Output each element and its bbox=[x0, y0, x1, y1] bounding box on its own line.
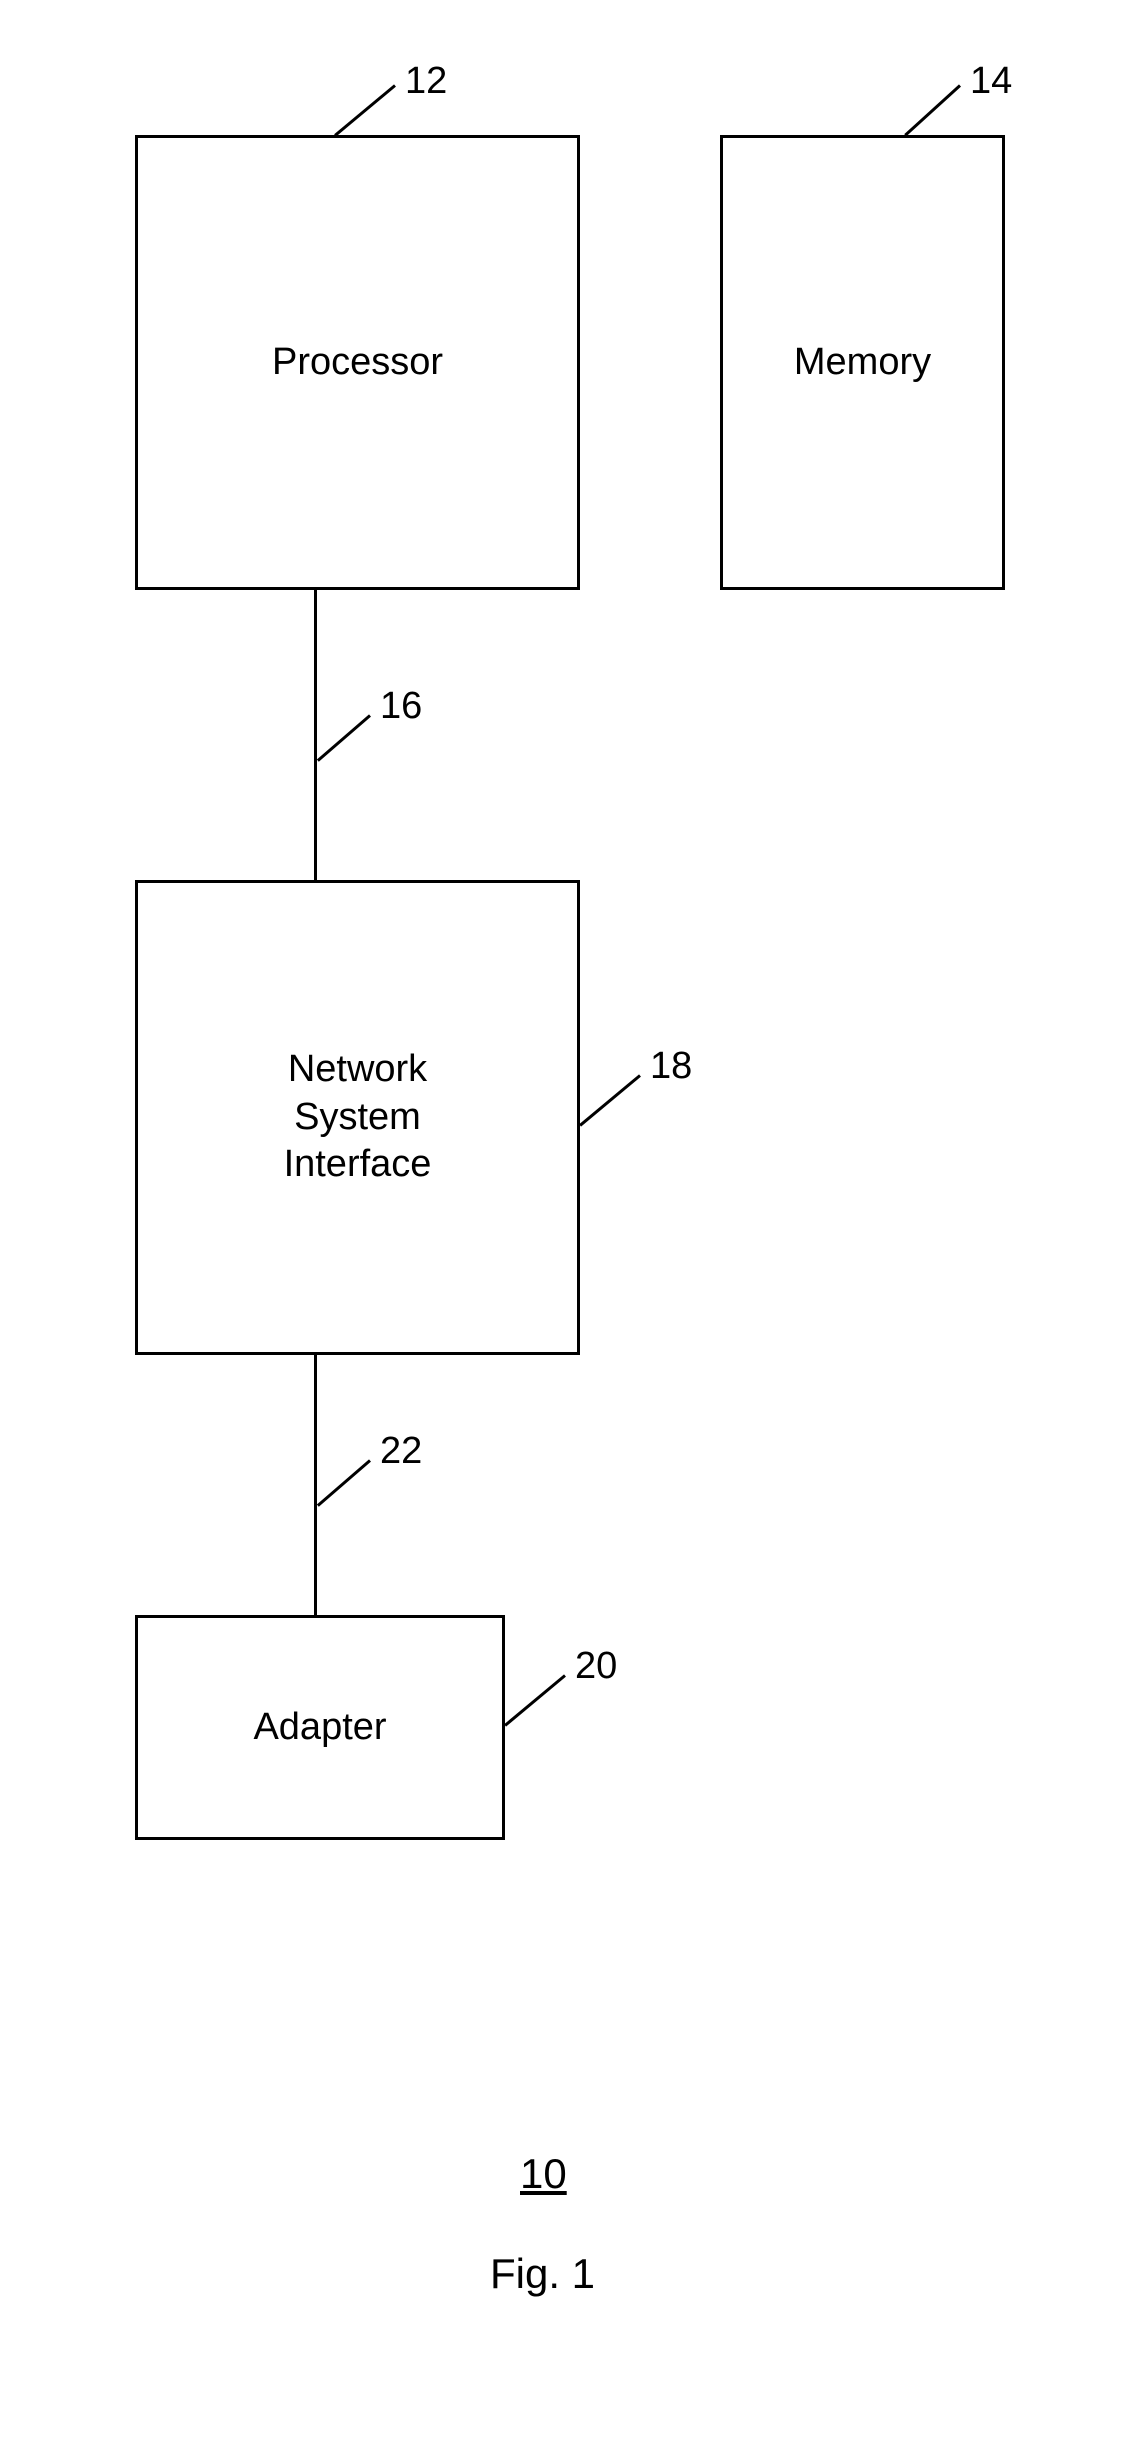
leader-12 bbox=[334, 84, 396, 136]
leader-14 bbox=[904, 84, 961, 136]
ref-16: 16 bbox=[380, 685, 422, 728]
node-memory: Memory bbox=[720, 135, 1005, 590]
ref-20: 20 bbox=[575, 1645, 617, 1688]
edge-nsi-adapter bbox=[314, 1355, 317, 1615]
node-memory-label: Memory bbox=[794, 339, 931, 387]
leader-22 bbox=[317, 1459, 371, 1506]
leader-18 bbox=[579, 1074, 641, 1126]
node-adapter-label: Adapter bbox=[253, 1704, 386, 1752]
node-processor-label: Processor bbox=[272, 339, 443, 387]
leader-20 bbox=[504, 1674, 566, 1726]
leader-16 bbox=[317, 714, 371, 761]
ref-12: 12 bbox=[405, 60, 447, 103]
ref-18: 18 bbox=[650, 1045, 692, 1088]
node-adapter: Adapter bbox=[135, 1615, 505, 1840]
node-processor: Processor bbox=[135, 135, 580, 590]
diagram-canvas: Processor Memory NetworkSystemInterface … bbox=[0, 0, 1139, 2450]
ref-22: 22 bbox=[380, 1430, 422, 1473]
node-nsi-label: NetworkSystemInterface bbox=[284, 1046, 432, 1189]
figure-id: 10 bbox=[520, 2150, 567, 2198]
node-nsi: NetworkSystemInterface bbox=[135, 880, 580, 1355]
edge-processor-nsi bbox=[314, 590, 317, 880]
figure-caption: Fig. 1 bbox=[490, 2250, 595, 2298]
ref-14: 14 bbox=[970, 60, 1012, 103]
